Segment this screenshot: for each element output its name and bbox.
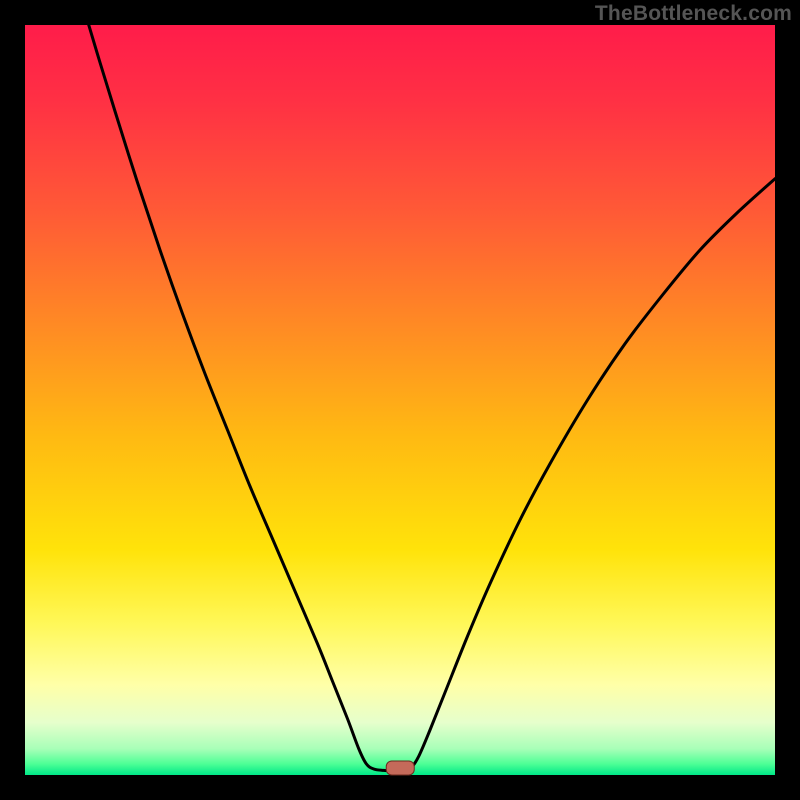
chart-container (25, 25, 775, 775)
image-frame: TheBottleneck.com (0, 0, 800, 800)
watermark-text: TheBottleneck.com (595, 2, 792, 26)
curve-path (89, 25, 775, 771)
optimal-point-marker (386, 761, 415, 776)
bottleneck-curve-svg (25, 25, 775, 775)
